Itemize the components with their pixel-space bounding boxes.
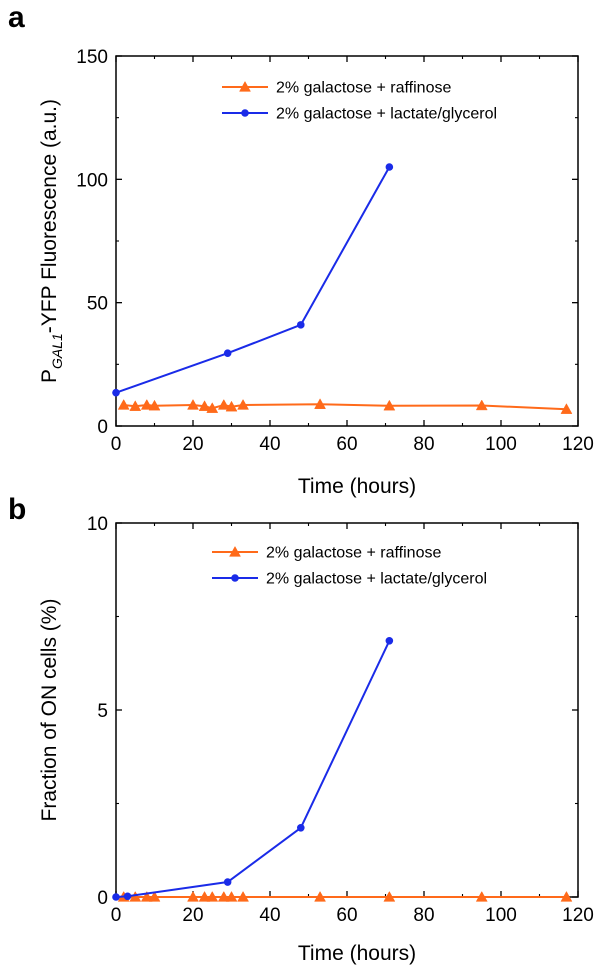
series-raffinose bbox=[117, 398, 573, 414]
data-point bbox=[297, 824, 305, 832]
data-point bbox=[297, 321, 305, 329]
data-point bbox=[129, 400, 142, 411]
data-point bbox=[475, 890, 488, 902]
x-tick-label: 40 bbox=[259, 434, 280, 455]
data-point bbox=[198, 890, 211, 902]
data-point bbox=[225, 400, 238, 412]
x-axis-title: Time (hours) bbox=[298, 475, 416, 498]
y-tick-label: 50 bbox=[87, 294, 108, 315]
series-lactate-glycerol bbox=[112, 637, 394, 901]
data-point bbox=[206, 402, 219, 413]
data-point bbox=[112, 893, 120, 901]
legend-label: 2% galactose + raffinose bbox=[266, 545, 441, 562]
data-point bbox=[383, 890, 396, 902]
data-point bbox=[117, 399, 130, 410]
y-tick-label: 150 bbox=[76, 47, 108, 68]
y-axis-title-subscript: GAL1 bbox=[49, 333, 65, 369]
data-point bbox=[225, 890, 238, 902]
legend-label: 2% galactose + lactate/glycerol bbox=[266, 571, 487, 588]
data-point bbox=[140, 890, 153, 902]
chart-panel-b: b 0 20 40 60 80 100 120 0 5 10 Time (hours) Fraction… bbox=[8, 493, 594, 965]
data-point bbox=[217, 399, 230, 410]
data-point bbox=[560, 403, 573, 414]
legend-label: 2% galactose + raffinose bbox=[276, 80, 451, 97]
data-point bbox=[148, 890, 161, 902]
data-point bbox=[237, 890, 249, 902]
y-tick-label: 0 bbox=[97, 417, 108, 438]
y-tick-label: 10 bbox=[87, 514, 108, 535]
data-point bbox=[187, 399, 199, 410]
panel-label: a bbox=[8, 1, 25, 34]
legend-marker bbox=[241, 109, 249, 117]
series-raffinose bbox=[117, 890, 573, 902]
data-point bbox=[237, 399, 249, 410]
x-tick-label: 80 bbox=[413, 905, 434, 926]
x-tick-label: 60 bbox=[336, 434, 357, 455]
data-point bbox=[112, 388, 120, 397]
y-tick-label: 100 bbox=[76, 170, 108, 191]
data-point bbox=[217, 890, 230, 902]
x-tick-label: 0 bbox=[111, 434, 122, 455]
x-axis-title: Time (hours) bbox=[298, 942, 416, 965]
data-point bbox=[187, 890, 199, 902]
y-axis-title: PGAL1-YFP Fluorescence (a.u.) bbox=[38, 99, 65, 383]
y-axis-title-main: P bbox=[38, 369, 61, 383]
y-tick-label: 0 bbox=[97, 888, 108, 909]
data-point bbox=[223, 349, 232, 358]
series-lactate-glycerol bbox=[112, 163, 394, 397]
x-tick-label: 60 bbox=[336, 905, 357, 926]
legend-marker bbox=[229, 545, 241, 557]
data-point bbox=[385, 163, 394, 171]
data-point bbox=[560, 890, 573, 902]
data-point bbox=[223, 878, 232, 886]
chart-panel-a: a 0 20 40 60 80 100 120 0 50 100 150 Time (hours) PGA… bbox=[8, 1, 594, 498]
x-tick-label: 0 bbox=[111, 905, 122, 926]
data-point bbox=[314, 398, 326, 409]
legend: 2% galactose + raffinose 2% galactose + l… bbox=[212, 545, 487, 588]
x-tick-label: 120 bbox=[562, 905, 594, 926]
legend-marker bbox=[231, 574, 239, 582]
data-point bbox=[314, 890, 326, 902]
y-tick-label: 5 bbox=[97, 701, 108, 722]
data-point bbox=[206, 890, 219, 902]
x-tick-label: 100 bbox=[485, 434, 517, 455]
x-tick-label: 20 bbox=[182, 905, 203, 926]
legend-label: 2% galactose + lactate/glycerol bbox=[276, 106, 497, 123]
data-point bbox=[198, 400, 211, 411]
y-axis-title: Fraction of ON cells (%) bbox=[38, 599, 61, 822]
series-line bbox=[115, 640, 391, 898]
x-tick-label: 20 bbox=[182, 434, 203, 455]
x-tick-label: 120 bbox=[562, 434, 594, 455]
series-line bbox=[115, 166, 391, 394]
data-point bbox=[475, 399, 488, 411]
x-tick-label: 80 bbox=[413, 434, 434, 455]
x-tick-label: 40 bbox=[259, 905, 280, 926]
data-point bbox=[385, 637, 394, 645]
data-point bbox=[383, 399, 396, 411]
x-tick-label: 100 bbox=[485, 905, 517, 926]
legend-marker bbox=[239, 80, 251, 92]
data-point bbox=[148, 399, 161, 411]
panel-label: b bbox=[8, 493, 26, 526]
legend: 2% galactose + raffinose 2% galactose + l… bbox=[222, 80, 497, 123]
y-axis-title-rest: -YFP Fluorescence (a.u.) bbox=[38, 99, 61, 333]
data-point bbox=[140, 399, 153, 410]
data-point bbox=[123, 892, 132, 901]
